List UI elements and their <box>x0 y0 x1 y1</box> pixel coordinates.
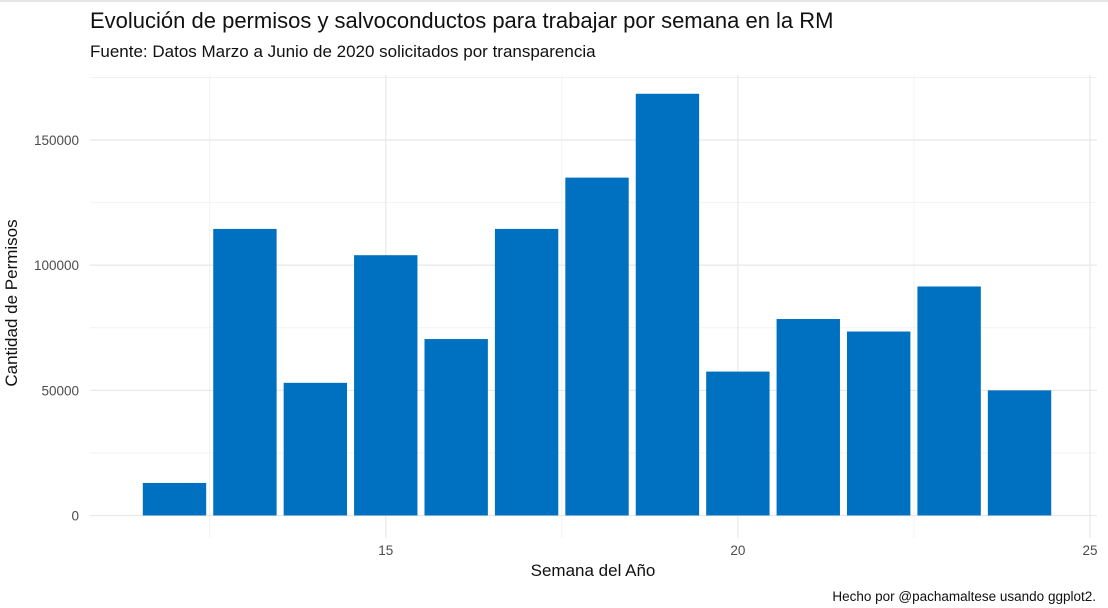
bar-week-14 <box>283 382 348 516</box>
bar-week-23 <box>917 286 981 516</box>
bar-week-12 <box>142 482 207 516</box>
x-tick-labels: 15 20 25 <box>378 543 1097 558</box>
bar-week-24 <box>987 390 1052 516</box>
bar-week-15 <box>354 255 418 516</box>
chart-subtitle: Fuente: Datos Marzo a Junio de 2020 soli… <box>90 42 596 61</box>
bar-week-16 <box>424 339 488 516</box>
top-border-line <box>0 0 1108 2</box>
y-tick-label: 100000 <box>34 258 79 273</box>
bar-week-17 <box>494 228 559 516</box>
bar-week-19 <box>635 93 700 516</box>
x-axis-label: Semana del Año <box>530 561 656 580</box>
x-tick-label: 15 <box>378 543 393 558</box>
x-tick-label: 20 <box>730 543 745 558</box>
bar-week-22 <box>847 331 911 516</box>
y-tick-label: 150000 <box>34 133 79 148</box>
bar-week-13 <box>213 228 277 516</box>
chart-caption: Hecho por @pachamaltese usando ggplot2. <box>832 589 1096 604</box>
y-axis-label: Cantidad de Permisos <box>2 219 21 387</box>
bar-week-20 <box>706 371 770 516</box>
y-tick-label: 0 <box>71 508 79 523</box>
x-tick-label: 25 <box>1082 543 1097 558</box>
y-tick-labels: 0 50000 100000 150000 <box>34 133 79 523</box>
bar-week-21 <box>776 319 840 516</box>
bars <box>142 93 1052 516</box>
bar-week-18 <box>565 177 629 516</box>
y-tick-label: 50000 <box>41 383 79 398</box>
chart-title: Evolución de permisos y salvoconductos p… <box>90 8 834 33</box>
